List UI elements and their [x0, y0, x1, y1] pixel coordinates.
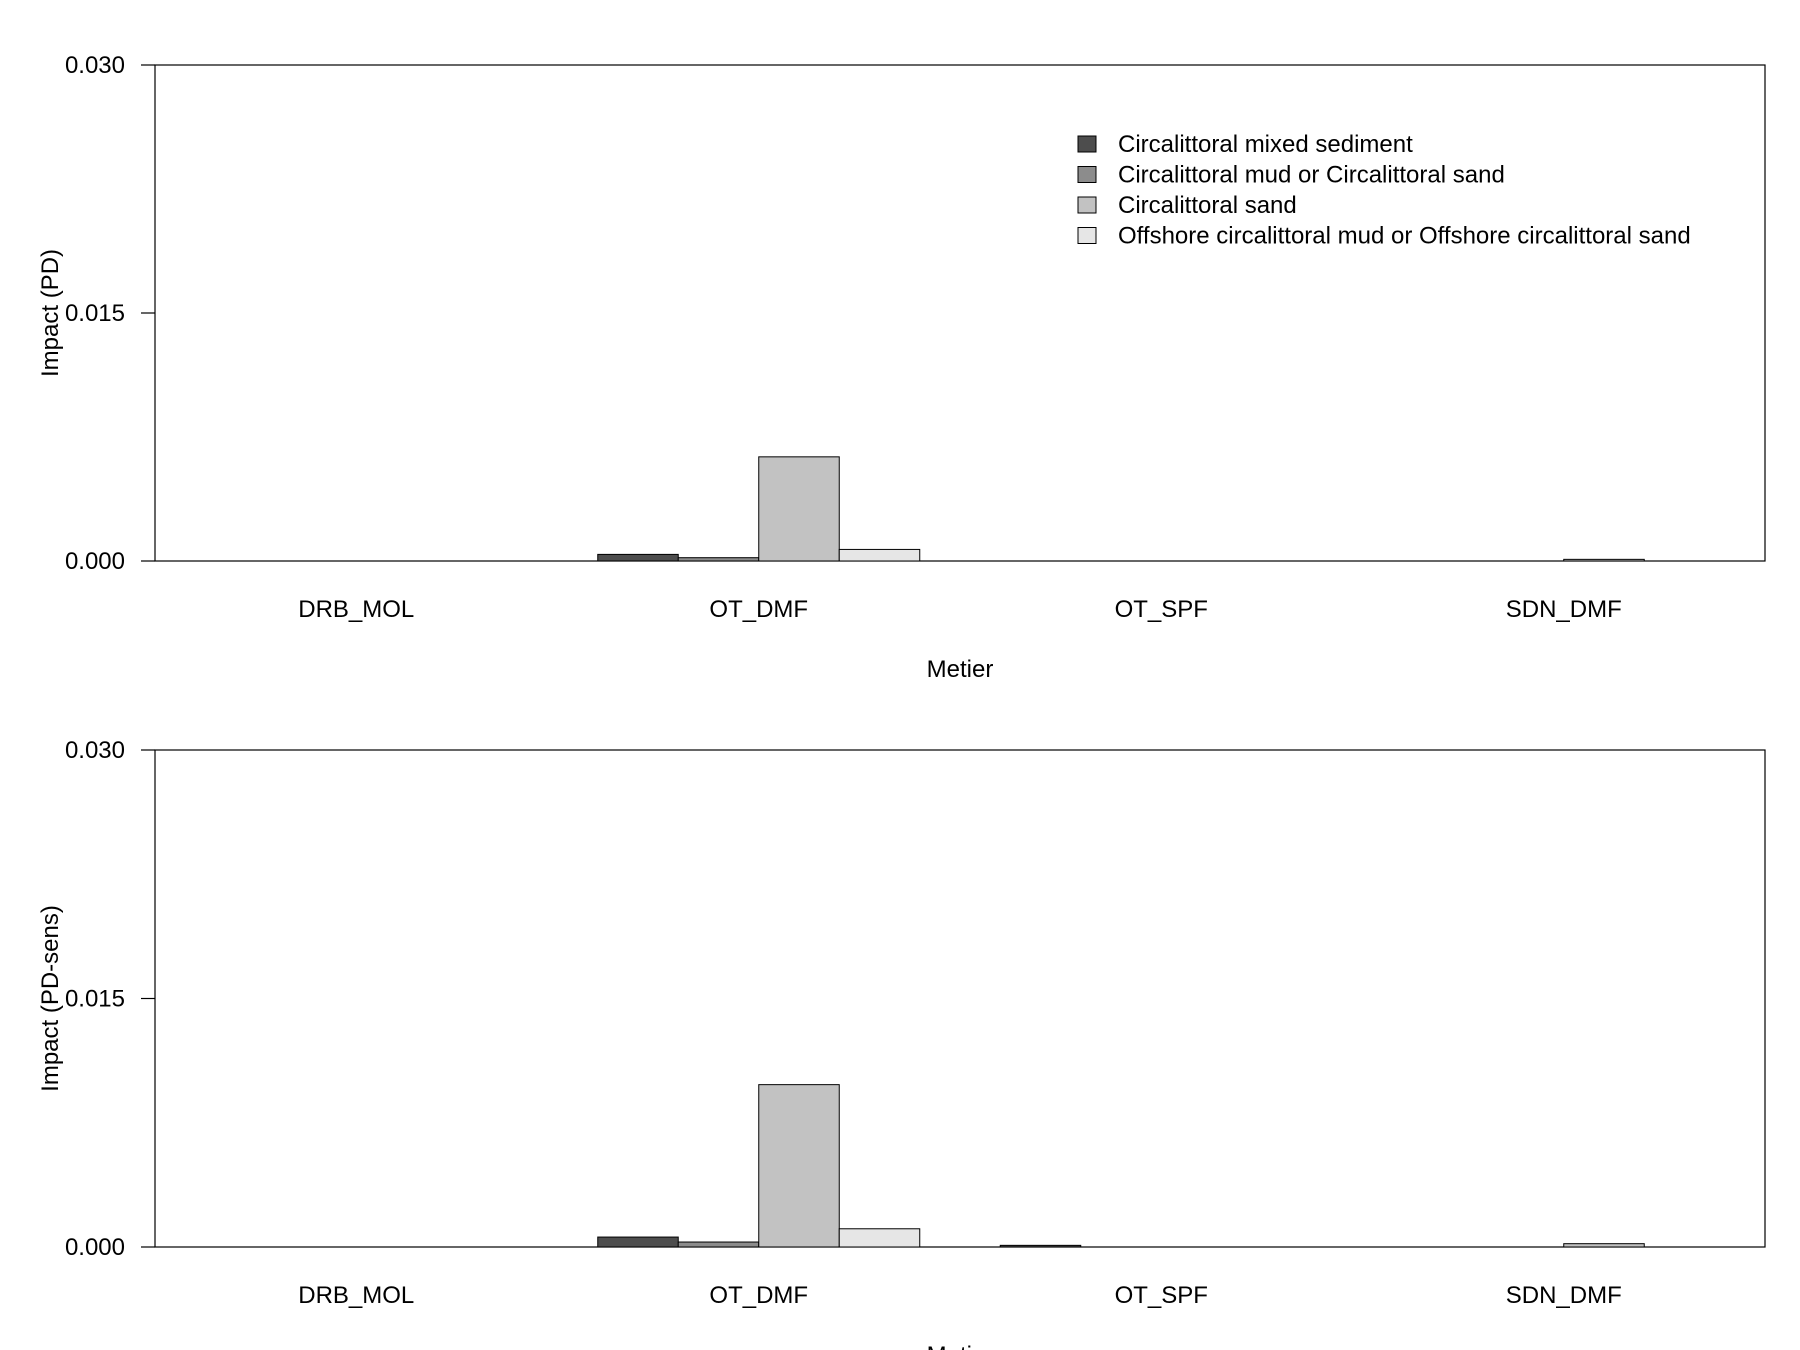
legend-swatch — [1077, 166, 1097, 183]
legend-label: Offshore circalittoral mud or Offshore c… — [1118, 223, 1691, 250]
bar-sdn-dmf-series-3 — [1563, 1243, 1645, 1248]
x-category-label: OT_SPF — [1115, 1282, 1208, 1309]
bar-ot-dmf-series-1 — [597, 1236, 679, 1248]
bar-ot-dmf-series-2 — [677, 1241, 760, 1248]
y-tick-label: 0.000 — [65, 1234, 125, 1261]
bar-sdn-dmf-series-3 — [1563, 558, 1645, 562]
bar-ot-dmf-series-3 — [758, 1084, 840, 1248]
x-axis-title: Metier — [927, 1342, 994, 1350]
legend-swatch — [1077, 227, 1097, 244]
y-tick-label: 0.030 — [65, 737, 125, 764]
legend-swatch — [1077, 135, 1097, 153]
bar-ot-dmf-series-4 — [838, 1228, 921, 1248]
plot-frame — [154, 749, 1766, 1248]
y-axis-title: Impact (PD) — [37, 249, 64, 377]
bar-ot-dmf-series-3 — [758, 456, 840, 562]
y-axis-title: Impact (PD-sens) — [37, 905, 64, 1092]
chart-panel-2: 0.000 0.015 0.030 DRB_MOL OT_DMF OT_SPF SDN_DM… — [37, 737, 1766, 1350]
x-category-label: OT_DMF — [709, 1282, 808, 1309]
legend-swatch — [1077, 196, 1097, 214]
bar-ot-dmf-series-1 — [597, 553, 679, 562]
chart-panel-1: 0.000 0.015 0.030 DRB_MOL OT_DMF OT_SPF SDN_DM… — [37, 52, 1766, 683]
y-tick-label: 0.030 — [65, 52, 125, 79]
bar-ot-dmf-series-4 — [838, 548, 921, 562]
y-tick-label: 0.015 — [65, 300, 125, 327]
x-category-label: SDN_DMF — [1506, 596, 1622, 623]
bar-ot-spf-series-1 — [999, 1244, 1082, 1248]
y-tick-label: 0.000 — [65, 548, 125, 575]
legend-label: Circalittoral mixed sediment — [1118, 131, 1413, 158]
bar-ot-dmf-series-2 — [677, 557, 760, 562]
x-axis-title: Metier — [927, 656, 994, 683]
x-category-label: DRB_MOL — [298, 596, 414, 623]
legend-label: Circalittoral mud or Circalittoral sand — [1118, 162, 1505, 189]
x-category-label: DRB_MOL — [298, 1282, 414, 1309]
x-category-label: OT_SPF — [1115, 596, 1208, 623]
legend-label: Circalittoral sand — [1118, 192, 1297, 219]
x-category-label: SDN_DMF — [1506, 1282, 1622, 1309]
y-tick-label: 0.015 — [65, 986, 125, 1013]
plot-frame — [154, 64, 1766, 562]
x-category-label: OT_DMF — [709, 596, 808, 623]
legend: Circalittoral mixed sediment Circalittora… — [1077, 131, 1691, 250]
